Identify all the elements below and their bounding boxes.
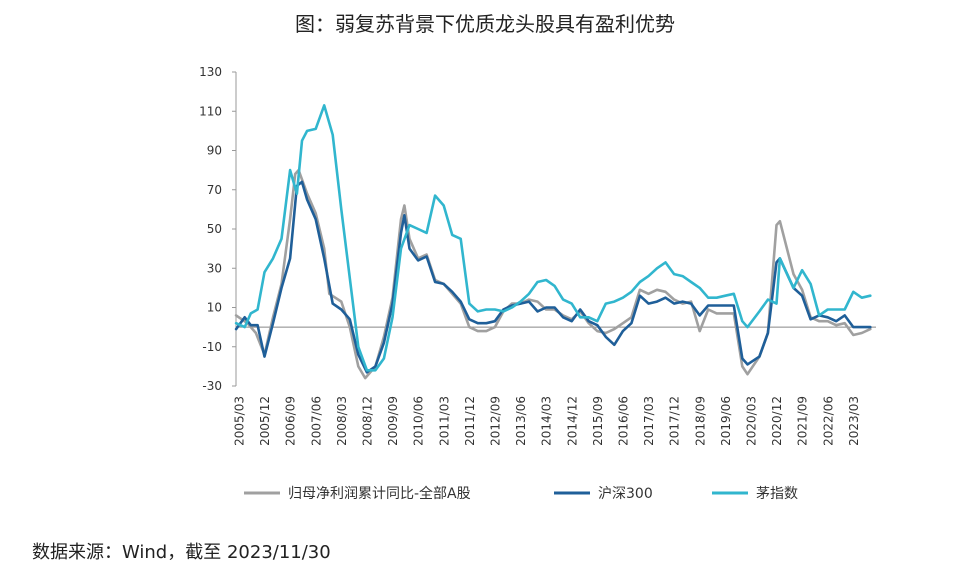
x-tick-label: 2022/06 [821,396,835,446]
x-tick-label: 2008/12 [361,396,375,446]
y-tick-label: 70 [207,183,222,197]
legend-label-1: 归母净利润累计同比-全部A股 [288,485,471,502]
x-tick-label: 2020/12 [770,396,784,446]
x-tick-label: 2011/12 [463,396,477,446]
y-tick-label: 130 [199,65,222,79]
y-tick-label: -10 [202,340,222,354]
y-axis: -30 -10 10 30 50 70 90 110 130 [199,65,237,393]
x-tick-label: 2006/09 [284,396,298,446]
y-tick-label: 110 [199,104,222,118]
y-tick-label: -30 [202,379,222,393]
x-tick-label: 2008/03 [335,396,349,446]
x-tick-label: 2012/09 [489,396,503,446]
series-line-2 [234,180,872,374]
x-tick-label: 2021/09 [796,396,810,446]
x-tick-label: 2016/06 [617,396,631,446]
x-tick-label: 2011/03 [437,396,451,446]
chart-title: 图：弱复苏背景下优质龙头股具有盈利优势 [295,12,675,36]
x-tick-label: 2019/06 [719,396,733,446]
series-line-3 [234,104,872,372]
x-tick-label: 2017/03 [642,396,656,446]
y-tick-label: 30 [207,261,222,275]
x-tick-label: 2018/09 [693,396,707,446]
x-tick-label: 2023/03 [847,396,861,446]
legend-label-2: 沪深300 [598,486,653,502]
legend: 归母净利润累计同比-全部A股 沪深300 茅指数 [244,485,798,502]
source-note: 数据来源：Wind，截至 2023/11/30 [32,542,331,563]
x-tick-label: 2005/03 [233,396,247,446]
x-tick-label: 2007/06 [309,396,323,446]
x-tick-label: 2009/09 [386,396,400,446]
x-tick-label: 2013/06 [514,396,528,446]
series-group [234,104,872,380]
x-tick-label: 2014/03 [540,396,554,446]
legend-label-3: 茅指数 [756,486,798,502]
y-tick-label: 90 [207,144,222,158]
x-tick-label: 2010/06 [412,396,426,446]
y-tick-label: 10 [207,301,222,315]
x-tick-label: 2014/12 [565,396,579,446]
x-tick-label: 2017/12 [668,396,682,446]
x-tick-label: 2005/12 [258,396,272,446]
x-tick-label: 2015/09 [591,396,605,446]
x-axis: 2005/03 2005/12 2006/09 2007/06 2008/03 2008/… [233,326,876,446]
x-tick-label: 2020/03 [745,396,759,446]
y-tick-label: 50 [207,222,222,236]
